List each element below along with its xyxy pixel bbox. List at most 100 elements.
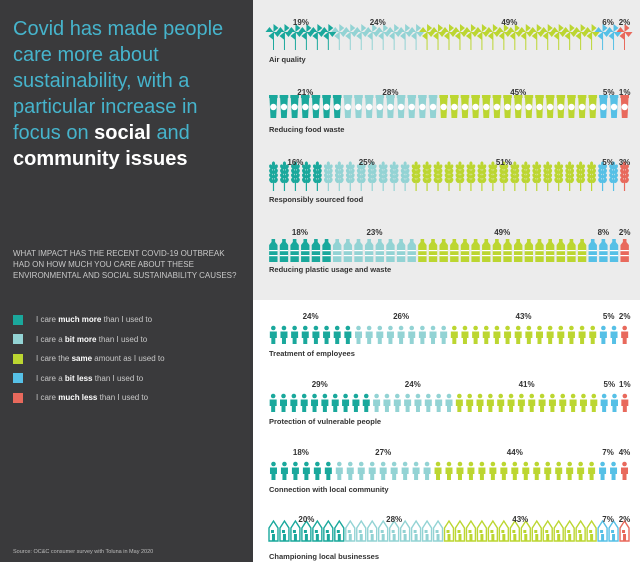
person-icon — [511, 461, 519, 480]
legend-swatch — [13, 334, 23, 345]
chart-segment: 43% — [443, 515, 597, 542]
person-icon — [507, 393, 515, 412]
shop-icon — [619, 519, 630, 542]
bottle-icon — [450, 239, 459, 262]
person-icon — [486, 393, 494, 412]
legend-label-emphasis: bit more — [64, 334, 97, 344]
legend: I care much more than I used to I care a … — [13, 310, 249, 408]
shop-icon — [487, 519, 499, 542]
wheat-icon — [389, 161, 399, 191]
bottle-icon — [301, 239, 310, 262]
bottle-icon — [545, 239, 555, 262]
bottle-icon — [290, 239, 299, 262]
row-label: Reducing food waste — [269, 125, 344, 134]
person-icon — [397, 325, 405, 344]
shop-icon — [301, 519, 312, 542]
chart-segment: 45% — [439, 88, 598, 118]
wheat-icon — [301, 161, 311, 191]
chart-segment: 7% — [597, 515, 619, 542]
chart-segment: 43% — [450, 312, 597, 344]
data-label: 5% — [604, 380, 616, 389]
shop-icon — [443, 519, 455, 542]
shop-icon — [476, 519, 488, 542]
person-icon — [599, 325, 607, 344]
bottle-icon — [279, 239, 289, 262]
wheat-icon — [433, 161, 443, 191]
wheat-icon — [323, 161, 333, 191]
food-container-icon — [396, 95, 406, 118]
person-icon — [472, 325, 480, 344]
wheat-icon — [356, 161, 366, 191]
person-icon — [357, 461, 365, 480]
chart-segment: 2% — [619, 312, 630, 344]
pinwheel-icon — [583, 24, 600, 50]
person-icon — [342, 393, 350, 412]
data-label: 4% — [619, 448, 631, 457]
chart-segment: 2% — [616, 18, 633, 50]
person-icon — [578, 325, 586, 344]
chart-segment: 1% — [619, 380, 631, 412]
person-icon — [386, 325, 394, 344]
data-label: 2% — [619, 515, 631, 524]
wheat-icon — [312, 161, 322, 191]
person-icon — [435, 393, 443, 412]
pinwheel-icon — [550, 24, 567, 50]
person-icon — [610, 461, 618, 480]
chart-segment: 7% — [599, 448, 618, 480]
food-container-icon — [375, 95, 385, 118]
chart-row: 24% 26% 43% 5% 2% Treatment of employees — [269, 312, 630, 358]
person-icon — [362, 393, 370, 412]
row-label: Connection with local community — [269, 485, 389, 494]
shop-icon — [597, 519, 608, 542]
shop-icon — [268, 519, 279, 542]
pinwheel-icon — [441, 24, 457, 50]
food-container-icon — [545, 95, 555, 118]
pinwheel-icon — [484, 24, 501, 50]
person-icon — [383, 393, 391, 412]
legend-label-post: than I used to — [103, 315, 153, 325]
chart-segment: 3% — [619, 158, 630, 191]
shop-icon — [608, 519, 619, 542]
chart-segment: 24% — [269, 312, 352, 344]
headline-bold-2: community issues — [13, 148, 188, 170]
bottle-icon — [460, 239, 470, 262]
legend-label: I care a bit less than I used to — [36, 374, 143, 383]
wheat-icon — [334, 161, 344, 191]
person-icon — [548, 393, 556, 412]
data-label: 8% — [598, 228, 610, 237]
chart-segment: 16% — [269, 158, 322, 191]
bottle-icon — [269, 239, 278, 262]
shop-icon — [356, 519, 367, 542]
legend-label-emphasis: much less — [58, 393, 98, 403]
person-icon — [589, 325, 597, 344]
legend-swatch — [13, 392, 23, 403]
legend-label-pre: I care the — [36, 354, 70, 364]
legend-label-post: than I used to — [99, 393, 149, 403]
food-container-icon — [503, 95, 512, 118]
data-label: 1% — [619, 380, 631, 389]
wheat-icon — [422, 161, 432, 191]
chart-segment: 51% — [411, 158, 597, 191]
wheat-icon — [345, 161, 355, 191]
chart-segment: 5% — [600, 380, 618, 412]
row-label: Treatment of employees — [269, 349, 355, 358]
bottle-icon — [418, 239, 427, 262]
wheat-icon — [521, 161, 531, 191]
wheat-icon — [367, 161, 377, 191]
food-container-icon — [386, 95, 395, 118]
chart-segment: 24% — [331, 18, 425, 50]
shop-icon — [498, 519, 510, 542]
wheat-icon — [565, 161, 575, 191]
food-container-icon — [439, 95, 448, 118]
wheat-icon — [532, 161, 542, 191]
shop-icon — [531, 519, 542, 542]
wheat-icon — [510, 161, 520, 191]
person-icon — [344, 325, 352, 344]
pinwheel-icon — [364, 24, 381, 50]
food-container-icon — [343, 95, 353, 118]
chart-row: 18% 23% 49% 8% 2% Reducing plastic usage and … — [269, 228, 630, 274]
legend-swatch — [13, 353, 23, 364]
chart-segment: 5% — [599, 88, 619, 118]
food-container-icon — [269, 95, 278, 118]
chart-segment: 4% — [619, 448, 631, 480]
